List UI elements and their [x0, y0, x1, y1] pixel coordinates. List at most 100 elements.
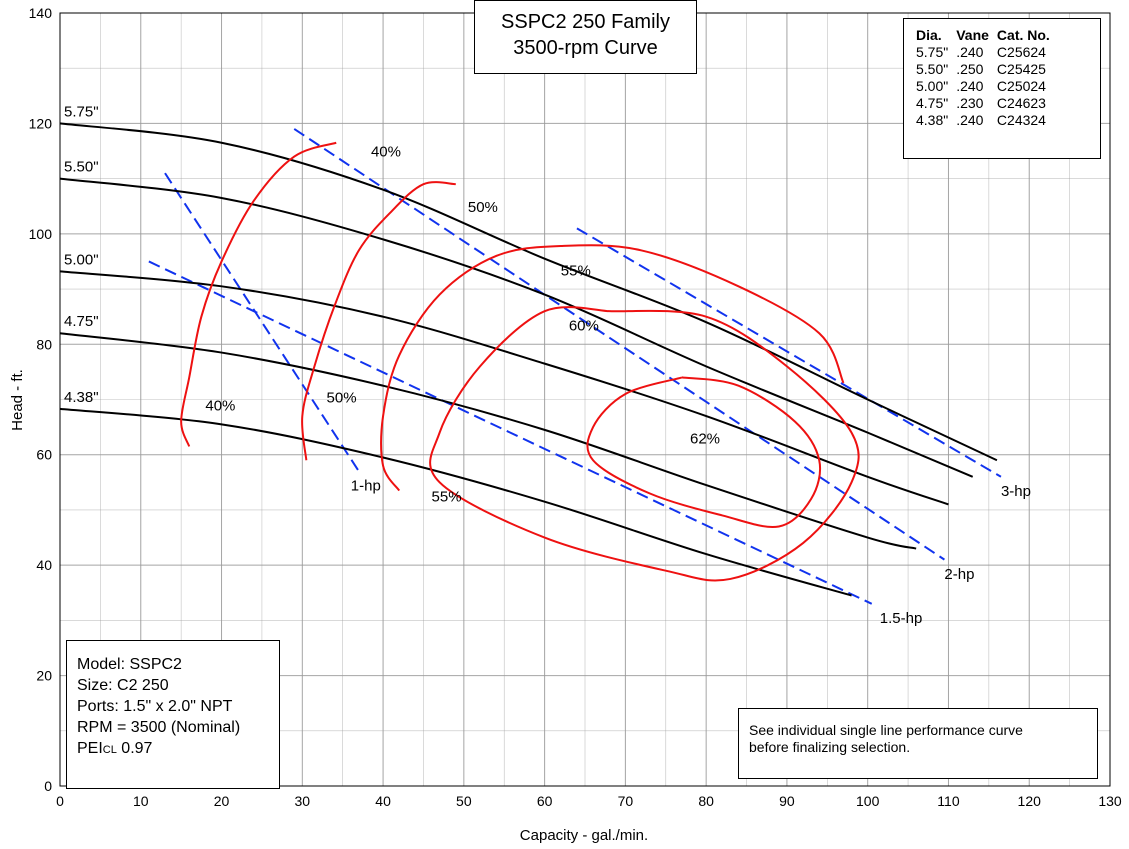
y-tick-label: 20: [36, 668, 52, 684]
chart-title-line1: SSPC2 250 Family: [501, 11, 670, 33]
hp-line: [576, 227, 1002, 478]
chart-annotation: 55%: [432, 489, 462, 506]
impeller-legend-table: Dia. Vane Cat. No. 5.75" .240 C25624 5.5…: [916, 27, 1058, 129]
impeller-curve: [59, 122, 998, 462]
chart-annotation: 2-hp: [944, 566, 974, 583]
legend-dia: 5.00": [916, 78, 949, 94]
chart-annotation: 50%: [468, 199, 498, 216]
x-tick-label: 20: [214, 793, 230, 809]
legend-row: 4.75" .230 C24623: [916, 95, 1058, 112]
y-axis-label: Head - ft.: [9, 369, 26, 431]
note-line1: See individual single line performance c…: [749, 722, 1023, 738]
legend-dia: 4.38": [916, 112, 949, 128]
efficiency-curve: [301, 181, 456, 461]
legend-vane: .240: [956, 112, 984, 128]
impeller-curve-label: 5.00": [64, 251, 99, 268]
efficiency-curve: [586, 376, 822, 529]
impeller-curve: [59, 407, 852, 597]
legend-vane: .250: [956, 61, 984, 77]
x-tick-label: 70: [618, 793, 634, 809]
x-tick-label: 50: [456, 793, 472, 809]
legend-vane: .240: [956, 78, 984, 94]
model-pei: PEICL 0.97: [77, 738, 279, 761]
chart-annotation: 1-hp: [351, 478, 381, 495]
hp-line: [148, 260, 873, 605]
legend-catno: C24324: [996, 112, 1046, 128]
chart-annotation: 55%: [561, 262, 591, 279]
efficiency-curve: [180, 141, 337, 447]
efficiency-curve: [429, 306, 860, 582]
impeller-curve-label: 4.75": [64, 313, 99, 330]
x-tick-label: 30: [295, 793, 311, 809]
model-ports: Ports: 1.5" x 2.0" NPT: [77, 698, 233, 715]
legend-header-dia: Dia.: [916, 27, 942, 43]
impeller-curve: [59, 332, 917, 550]
x-axis-label: Capacity - gal./min.: [520, 827, 648, 844]
efficiency-curves: [180, 141, 860, 582]
legend-row: 5.75" .240 C25624: [916, 44, 1058, 61]
impeller-curve: [59, 177, 974, 478]
hp-line: [164, 172, 360, 472]
chart-annotation: 60%: [569, 317, 599, 334]
x-tick-label: 80: [698, 793, 714, 809]
pei-label: PEI: [77, 740, 103, 757]
x-tick-label: 0: [56, 793, 64, 809]
legend-vane: .240: [956, 44, 984, 60]
legend-row: 4.38" .240 C24324: [916, 112, 1058, 129]
legend-catno: C25024: [996, 78, 1046, 94]
impeller-curve-label: 4.38": [64, 389, 99, 406]
chart-title-line2: 3500-rpm Curve: [513, 37, 658, 59]
chart-annotation: 62%: [690, 431, 720, 448]
legend-dia: 5.50": [916, 61, 949, 77]
pei-value: 0.97: [116, 740, 153, 757]
legend-catno: C25425: [996, 61, 1046, 77]
impeller-curve: [59, 270, 949, 506]
legend-row: 5.50" .250 C25425: [916, 61, 1058, 78]
legend-catno: C25624: [996, 44, 1046, 60]
model-rpm: RPM = 3500 (Nominal): [77, 719, 241, 736]
efficiency-curve: [380, 244, 845, 492]
model-info-box: Model: SSPC2 Size: C2 250 Ports: 1.5" x …: [66, 640, 280, 789]
chart-annotation: 40%: [205, 398, 235, 415]
y-tick-label: 40: [36, 557, 52, 573]
chart-annotation: 3-hp: [1001, 483, 1031, 500]
y-tick-label: 60: [36, 447, 52, 463]
x-tick-label: 120: [1018, 793, 1042, 809]
pei-subscript: CL: [102, 744, 117, 756]
legend-vane: .230: [956, 95, 984, 111]
chart-labels: 5.75" 5.50" 5.00" 4.75" 4.38" 40% 40% 50% 50% 55%…: [64, 103, 1031, 627]
y-tick-label: 80: [36, 336, 52, 352]
hp-lines: [148, 128, 1002, 605]
legend-dia: 4.75": [916, 95, 949, 111]
chart-title-box: SSPC2 250 Family 3500-rpm Curve: [474, 0, 697, 74]
y-tick-label: 0: [44, 778, 52, 794]
y-tick-label: 140: [29, 5, 53, 21]
impeller-legend: Dia. Vane Cat. No. 5.75" .240 C25624 5.5…: [903, 18, 1101, 159]
x-tick-label: 10: [133, 793, 149, 809]
chart-annotation: 1.5-hp: [880, 610, 923, 627]
x-tick-label: 60: [537, 793, 553, 809]
legend-header-row: Dia. Vane Cat. No.: [916, 27, 1058, 44]
impeller-curves: [59, 122, 998, 597]
y-tick-label: 100: [29, 226, 53, 242]
impeller-curve-label: 5.50": [64, 159, 99, 176]
note-line2: before finalizing selection.: [749, 739, 911, 755]
x-tick-label: 110: [937, 793, 960, 809]
selection-note-box: See individual single line performance c…: [738, 708, 1098, 779]
legend-row: 5.00" .240 C25024: [916, 78, 1058, 95]
legend-catno: C24623: [996, 95, 1046, 111]
legend-header-vane: Vane: [956, 27, 989, 43]
chart-annotation: 40%: [371, 144, 401, 161]
model-name: Model: SSPC2: [77, 656, 182, 673]
chart-annotation: 50%: [327, 389, 357, 406]
x-tick-label: 130: [1098, 793, 1122, 809]
y-tick-label: 120: [29, 115, 53, 131]
x-tick-label: 40: [375, 793, 391, 809]
x-tick-label: 90: [779, 793, 795, 809]
x-tick-label: 100: [856, 793, 880, 809]
impeller-curve-label: 5.75": [64, 103, 99, 120]
legend-dia: 5.75": [916, 44, 949, 60]
legend-header-catno: Cat. No.: [996, 27, 1050, 43]
model-size: Size: C2 250: [77, 677, 169, 694]
